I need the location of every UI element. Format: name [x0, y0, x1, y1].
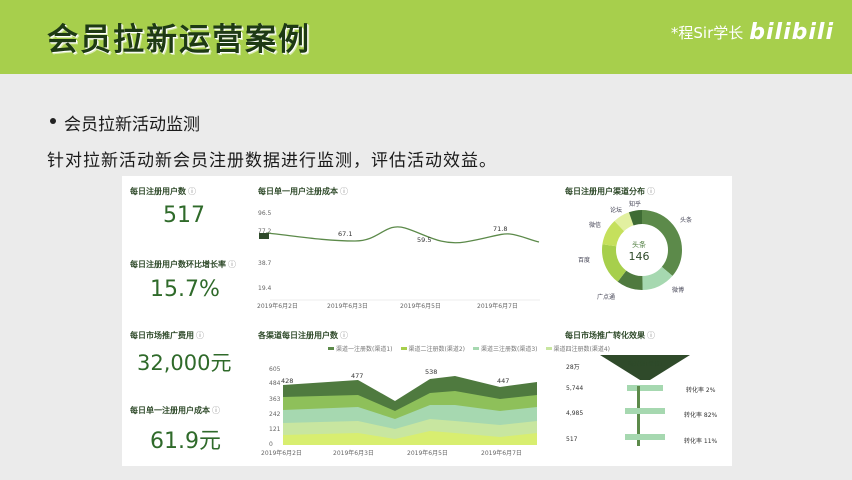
- area-chart-legend: 渠道一注册数(渠道1) 渠道二注册数(渠道2) 渠道三注册数(渠道3) 渠道四注…: [328, 344, 610, 353]
- line-y-tick: 19.4: [258, 285, 272, 292]
- kpi-value-growth-rate: 15.7%: [150, 277, 220, 302]
- funnel-stage-exposure: [600, 355, 690, 380]
- donut-label: 头条: [680, 217, 693, 224]
- line-data-label: 59.5: [417, 236, 431, 244]
- kpi-value-unit-cost: 61.9元: [150, 429, 221, 454]
- line-marker: [259, 233, 269, 239]
- info-icon: ⓘ: [228, 260, 236, 269]
- legend-item: 渠道三注册数(渠道3): [473, 344, 538, 353]
- kpi-value-marketing-cost: 32,000元: [137, 351, 232, 375]
- area-y-tick: 0: [269, 441, 273, 448]
- donut-label: 广点通: [597, 294, 616, 301]
- line-x-tick: 2019年6月7日: [477, 302, 518, 310]
- donut-label: 知乎: [629, 201, 642, 208]
- kpi-label-daily-registered: 每日注册用户数 ⓘ: [130, 187, 196, 196]
- line-y-ticks: 96.5 77.2 38.7 19.4: [258, 210, 272, 292]
- donut-label: 微博: [672, 287, 685, 294]
- line-x-tick: 2019年6月5日: [400, 302, 441, 310]
- cost-line: [266, 226, 540, 244]
- legend-item: 渠道四注册数(渠道4): [545, 344, 610, 353]
- area-y-tick: 363: [269, 396, 281, 403]
- info-icon: ⓘ: [196, 331, 204, 340]
- funnel-rate-label: 转化率 11%: [684, 438, 718, 445]
- donut-slice-guangdiantong: [602, 210, 682, 290]
- info-icon: ⓘ: [647, 187, 655, 196]
- area-y-ticks: 605 484 363 242 121 0: [269, 366, 281, 448]
- kpi-label-unit-cost: 每日单一注册用户成本 ⓘ: [130, 406, 220, 415]
- funnel-stage-4: [625, 434, 665, 440]
- funnel-header-label: 曝光数(单位): [627, 361, 663, 368]
- line-data-label: 71.8: [493, 225, 507, 233]
- line-x-tick: 2019年6月2日: [257, 302, 298, 310]
- info-icon: ⓘ: [340, 187, 348, 196]
- info-icon: ⓘ: [212, 406, 220, 415]
- donut-center-value: 146: [628, 250, 650, 263]
- funnel-rate-label: 转化率 82%: [684, 412, 718, 419]
- line-y-tick: 77.2: [258, 228, 272, 235]
- section-title: 会员拉新活动监测: [64, 115, 200, 135]
- donut-label: 微信: [589, 222, 602, 229]
- donut-chart-title: 每日注册用户渠道分布 ⓘ: [565, 187, 655, 196]
- area-x-ticks: 2019年6月2日 2019年6月3日 2019年6月5日 2019年6月7日: [261, 449, 522, 457]
- donut-slice-zhihu: [602, 210, 682, 290]
- area-y-tick: 605: [269, 366, 281, 373]
- line-y-tick: 38.7: [258, 260, 272, 267]
- bilibili-logo: bilibili: [749, 20, 834, 45]
- area-y-tick: 242: [269, 411, 281, 418]
- line-y-tick: 96.5: [258, 210, 272, 217]
- info-icon: ⓘ: [188, 187, 196, 196]
- funnel-stem: [637, 386, 640, 446]
- funnel-chart: [600, 355, 690, 446]
- area-data-label: 477: [351, 372, 363, 380]
- line-x-tick: 2019年6月3日: [327, 302, 368, 310]
- donut-label: 论坛: [610, 207, 623, 214]
- brand-name: *程Sir学长: [670, 24, 744, 42]
- funnel-stage-3: [625, 408, 665, 414]
- section-description: 针对拉新活动新会员注册数据进行监测，评估活动效益。: [47, 151, 497, 171]
- page-title: 会员拉新运营案例: [47, 22, 311, 58]
- funnel-left-value: 4,985: [566, 410, 584, 417]
- line-x-ticks: 2019年6月2日 2019年6月3日 2019年6月5日 2019年6月7日: [257, 302, 518, 310]
- legend-item: 渠道一注册数(渠道1): [328, 344, 393, 353]
- area-y-tick: 484: [269, 380, 281, 387]
- area-x-tick: 2019年6月7日: [481, 449, 522, 457]
- donut-label: 百度: [578, 257, 591, 264]
- brand-watermark: *程Sir学长 bilibili: [671, 20, 834, 45]
- bullet-icon: [50, 118, 56, 124]
- area-x-tick: 2019年6月5日: [407, 449, 448, 457]
- area-data-label: 428: [281, 377, 293, 385]
- funnel-stage-2: [627, 385, 663, 391]
- kpi-label-growth-rate: 每日注册用户数环比增长率 ⓘ: [130, 260, 236, 269]
- info-icon: ⓘ: [647, 331, 655, 340]
- line-chart-title: 每日单一用户注册成本 ⓘ: [258, 187, 348, 196]
- line-chart: 96.5 77.2 38.7 19.4 67.1 59.5 71.8 2019年…: [257, 210, 540, 310]
- line-data-label: 67.1: [338, 230, 352, 238]
- area-x-tick: 2019年6月2日: [261, 449, 302, 457]
- area-chart-title: 各渠道每日注册用户数 ⓘ: [258, 331, 348, 340]
- header-banner: 会员拉新运营案例 *程Sir学长 bilibili: [0, 0, 852, 74]
- donut-center-label: 头条: [632, 241, 646, 249]
- kpi-label-marketing-cost: 每日市场推广费用 ⓘ: [130, 331, 204, 340]
- area-x-tick: 2019年6月3日: [333, 449, 374, 457]
- area-series-5: [283, 431, 537, 445]
- legend-item: 渠道二注册数(渠道2): [400, 344, 465, 353]
- funnel-left-value: 28万: [566, 364, 580, 371]
- donut-slice-baidu: [602, 210, 682, 290]
- donut-chart: [602, 210, 682, 290]
- area-y-tick: 121: [269, 426, 281, 433]
- kpi-value-daily-registered: 517: [163, 203, 205, 228]
- funnel-left-value: 517: [566, 436, 578, 443]
- info-icon: ⓘ: [340, 331, 348, 340]
- area-chart: 605 484 363 242 121 0 428 477 538 447 20…: [261, 366, 537, 457]
- funnel-left-value: 5,744: [566, 385, 584, 392]
- area-data-label: 538: [425, 368, 437, 376]
- funnel-rate-label: 转化率 2%: [686, 387, 716, 394]
- area-data-label: 447: [497, 377, 509, 385]
- funnel-chart-title: 每日市场推广转化效果 ⓘ: [565, 331, 655, 340]
